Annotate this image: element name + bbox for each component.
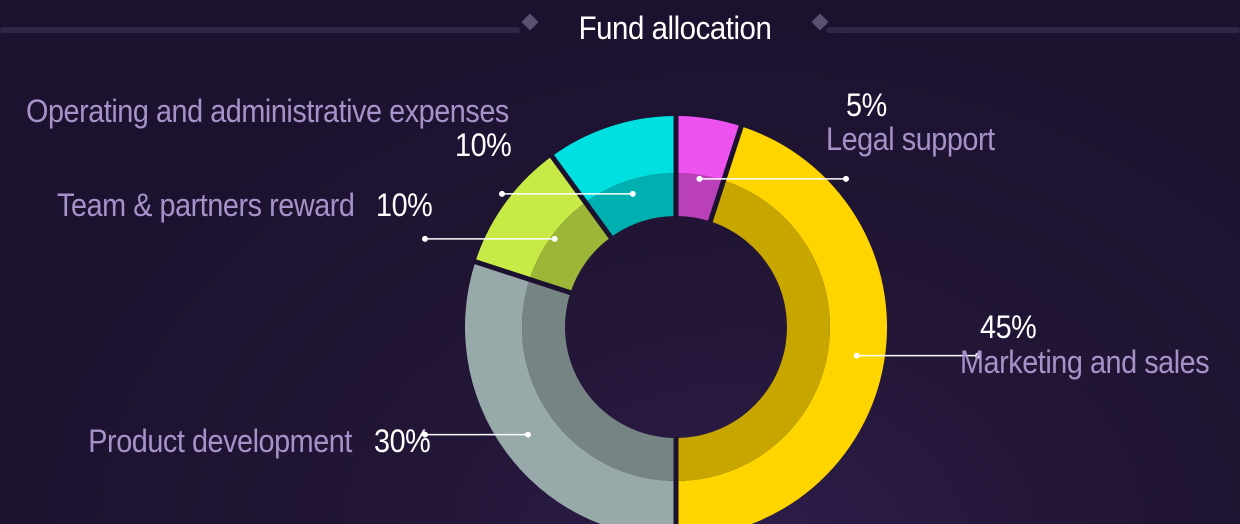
leader-dot-end-operating-and-administrative-expenses xyxy=(499,190,505,197)
slice-outer-operating-and-administrative-expenses xyxy=(551,116,676,203)
header-divider-left xyxy=(0,27,520,33)
leader-dot-start-product-development xyxy=(524,431,531,438)
slice-outer-legal-support xyxy=(676,116,742,181)
leader-dot-start-operating-and-administrative-expenses xyxy=(629,190,636,197)
slice-value-product-development: 30% xyxy=(374,423,431,459)
leader-dot-start-legal-support xyxy=(696,175,703,182)
slice-value-operating-and-administrative-expenses: 10% xyxy=(455,127,512,163)
leader-dot-end-team-partners-reward xyxy=(422,235,428,242)
leader-dot-start-team-partners-reward xyxy=(551,235,558,242)
slice-label-operating-and-administrative-expenses: Operating and administrative expenses xyxy=(26,93,509,129)
slice-value-legal-support: 5% xyxy=(846,87,887,123)
slice-value-team-partners-reward: 10% xyxy=(376,187,433,223)
slice-inner-marketing-and-sales xyxy=(676,180,830,481)
slice-label-legal-support: Legal support xyxy=(826,121,995,157)
leader-dot-end-legal-support xyxy=(843,175,849,182)
slice-value-marketing-and-sales: 45% xyxy=(980,309,1037,345)
slice-inner-operating-and-administrative-expenses xyxy=(585,173,676,238)
slice-inner-team-partners-reward xyxy=(529,202,611,293)
slice-inner-product-development xyxy=(522,279,676,481)
header-divider-right xyxy=(826,27,1240,33)
leader-dot-end-product-development xyxy=(422,431,428,438)
leader-dot-end-marketing-and-sales xyxy=(975,352,981,359)
slice-outer-marketing-and-sales xyxy=(676,126,887,524)
chart-title: Fund allocation xyxy=(578,10,772,46)
slice-separator-2 xyxy=(707,123,745,224)
slice-separator-4 xyxy=(472,258,573,296)
slice-outer-team-partners-reward xyxy=(475,156,586,280)
leader-dot-start-marketing-and-sales xyxy=(853,352,860,359)
slice-label-product-development: Product development xyxy=(88,423,352,459)
slice-label-marketing-and-sales: Marketing and sales xyxy=(960,344,1210,380)
slice-outer-product-development xyxy=(465,261,676,524)
slice-separator-5 xyxy=(548,153,614,240)
slice-label-team-partners-reward: Team & partners reward xyxy=(56,187,355,223)
